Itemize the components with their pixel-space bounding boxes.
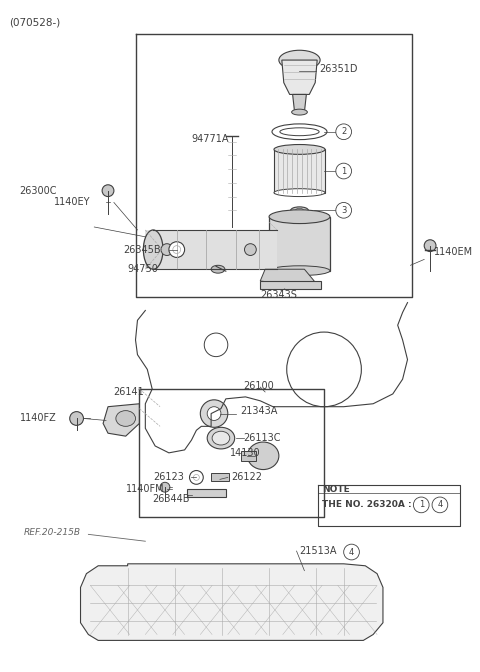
Ellipse shape bbox=[248, 442, 279, 470]
Polygon shape bbox=[103, 404, 139, 436]
Circle shape bbox=[424, 240, 436, 251]
Text: 26123: 26123 bbox=[153, 472, 184, 482]
Bar bbox=[187, 489, 226, 497]
Circle shape bbox=[160, 482, 170, 492]
Text: -: - bbox=[431, 501, 435, 509]
Text: 1: 1 bbox=[419, 501, 424, 509]
Polygon shape bbox=[81, 564, 383, 640]
Ellipse shape bbox=[280, 128, 319, 136]
Ellipse shape bbox=[211, 265, 225, 273]
Text: 1140EM: 1140EM bbox=[434, 247, 473, 257]
Ellipse shape bbox=[296, 208, 303, 212]
Ellipse shape bbox=[212, 431, 230, 445]
Circle shape bbox=[190, 470, 203, 485]
Ellipse shape bbox=[292, 109, 307, 115]
Text: 94750: 94750 bbox=[128, 264, 158, 274]
Text: 26122: 26122 bbox=[231, 472, 262, 482]
Text: 1140FM: 1140FM bbox=[126, 485, 164, 494]
Ellipse shape bbox=[144, 230, 163, 269]
Bar bbox=[211, 474, 229, 481]
Ellipse shape bbox=[269, 266, 330, 276]
Ellipse shape bbox=[274, 144, 325, 155]
Circle shape bbox=[336, 202, 351, 218]
Text: 26345B: 26345B bbox=[124, 245, 161, 255]
Text: 26100: 26100 bbox=[243, 381, 274, 391]
Bar bbox=[269, 216, 330, 271]
Circle shape bbox=[204, 333, 228, 357]
Text: 2: 2 bbox=[341, 127, 346, 136]
Text: 26113C: 26113C bbox=[243, 433, 281, 443]
Circle shape bbox=[336, 124, 351, 140]
Text: 1140EY: 1140EY bbox=[54, 198, 91, 208]
Ellipse shape bbox=[274, 189, 325, 197]
Text: 21513A: 21513A bbox=[300, 546, 337, 556]
Text: 4: 4 bbox=[437, 501, 443, 509]
Circle shape bbox=[193, 474, 199, 480]
Circle shape bbox=[413, 497, 429, 513]
Circle shape bbox=[161, 244, 173, 255]
Polygon shape bbox=[293, 95, 306, 112]
Text: 1140FZ: 1140FZ bbox=[20, 413, 56, 423]
Text: 3: 3 bbox=[341, 206, 347, 215]
Circle shape bbox=[169, 242, 185, 257]
Polygon shape bbox=[282, 60, 317, 95]
Text: 26300C: 26300C bbox=[20, 185, 57, 196]
Text: 4: 4 bbox=[349, 548, 354, 556]
Circle shape bbox=[432, 497, 448, 513]
Text: NOTE: NOTE bbox=[322, 485, 350, 494]
Circle shape bbox=[336, 163, 351, 179]
Ellipse shape bbox=[269, 210, 330, 224]
Text: 14130: 14130 bbox=[230, 448, 261, 458]
Ellipse shape bbox=[291, 207, 308, 214]
Circle shape bbox=[244, 244, 256, 255]
Bar bbox=[145, 230, 277, 269]
Text: 1: 1 bbox=[341, 167, 346, 175]
Ellipse shape bbox=[279, 50, 320, 70]
Text: 26141: 26141 bbox=[113, 387, 144, 397]
Circle shape bbox=[173, 246, 180, 253]
Text: 26344B: 26344B bbox=[152, 494, 190, 504]
Text: 94771A: 94771A bbox=[192, 134, 229, 144]
Ellipse shape bbox=[207, 427, 235, 449]
Circle shape bbox=[102, 185, 114, 197]
Text: THE NO. 26320A :: THE NO. 26320A : bbox=[322, 501, 415, 509]
Circle shape bbox=[287, 332, 361, 407]
Text: 26351D: 26351D bbox=[319, 64, 358, 74]
Text: REF.20-215B: REF.20-215B bbox=[24, 528, 81, 537]
Circle shape bbox=[344, 544, 360, 560]
Text: 26343S: 26343S bbox=[260, 290, 297, 300]
Ellipse shape bbox=[116, 411, 135, 426]
Text: 21343A: 21343A bbox=[240, 406, 278, 415]
Text: (070528-): (070528-) bbox=[10, 17, 60, 28]
Bar bbox=[240, 451, 256, 461]
Circle shape bbox=[200, 400, 228, 427]
Polygon shape bbox=[260, 269, 314, 286]
Circle shape bbox=[70, 412, 84, 425]
Bar bbox=[260, 281, 321, 289]
Circle shape bbox=[207, 407, 221, 421]
Bar bbox=[274, 149, 325, 193]
